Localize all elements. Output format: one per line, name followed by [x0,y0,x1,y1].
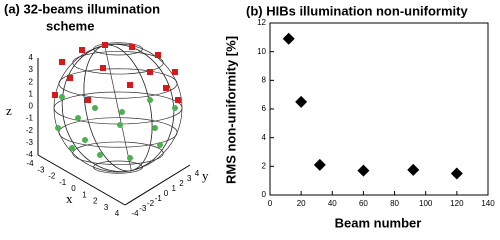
y-tick-label: 12 [257,18,266,27]
beam-green [147,97,153,103]
axis-line [124,164,191,206]
y-tick-label: 4 [195,169,200,178]
beam-green [69,145,75,151]
beam-red [59,59,65,65]
x-tick-label: 80 [390,199,399,208]
axis-line [37,154,126,206]
point [313,158,326,171]
beam-red [172,69,178,75]
point [407,163,420,176]
z-tick-label: -3 [26,138,34,147]
beam-green [127,155,133,161]
z-tick-label: -1 [26,114,34,123]
axis-label: y [202,168,209,183]
y-tick-label: -1 [155,194,163,203]
z-tick-label: 3 [29,65,34,74]
beam-green [97,152,103,158]
beam-red [52,92,58,98]
x-tick-label: 2 [93,197,98,206]
x-tick-label: 60 [359,199,368,208]
y-tick-label: 0 [164,189,169,198]
x-tick-label: 20 [297,199,306,208]
beam-red [147,69,153,75]
y-tick-label: -4 [131,209,139,218]
y-tick-label: 2 [262,161,267,170]
latitude [72,141,164,165]
y-tick-label: 4 [262,133,267,142]
beam-red [102,42,108,48]
z-tick-label: -2 [26,126,34,135]
x-tick-label: -1 [59,178,67,187]
y-tick-label: 6 [262,104,267,113]
beam-green [82,137,88,143]
point [282,32,295,45]
z-tick-label: 0 [29,102,34,111]
panel-a-title: (a) 32-beams illumination [4,1,160,16]
y-tick-label: 2 [179,179,184,188]
chart-title: (b) HIBs illumination non-uniformity [246,3,468,18]
point [450,167,463,180]
beam-green [157,142,163,148]
beam-red [67,75,73,81]
y-tick-label: -3 [139,204,147,213]
z-tick-label: 4 [29,53,34,62]
beam-green [75,115,81,121]
meridian [105,45,132,170]
beam-green [92,105,98,111]
beam-red [85,97,91,103]
latitude [58,68,178,99]
x-tick-label: 0 [71,184,76,193]
y-tick-label: 0 [262,190,267,199]
sphere-wireframe [53,42,183,174]
beam-red [129,44,135,50]
beam-green [55,125,61,131]
beam-red [163,85,169,91]
x-tick-label: -2 [48,172,56,181]
y-tick-label: 10 [257,47,266,56]
beam-green [59,94,65,100]
x-axis-label: Beam number [335,215,422,230]
x-tick-label: 100 [419,199,433,208]
beam-green [172,105,178,111]
latitude [72,51,164,75]
x-tick-label: 3 [104,203,109,212]
x-tick-label: 140 [481,199,495,208]
beam-red [79,47,85,53]
y-tick-label: 3 [187,174,192,183]
axis-label: x [66,191,73,206]
z-tick-label: -4 [26,150,34,159]
beam-red [175,97,181,103]
y-tick-label: -2 [147,199,155,208]
point [357,164,370,177]
beam-green [152,125,158,131]
beam-red [100,65,106,71]
y-axis-label: RMS non-uniformity [%] [223,36,238,184]
y-tick-label: 1 [172,184,177,193]
beam-green [119,109,125,115]
x-tick-label: 1 [82,190,87,199]
x-tick-label: -4 [26,159,34,168]
axis-label: z [6,103,12,118]
x-tick-label: 120 [450,199,464,208]
x-tick-label: 40 [328,199,337,208]
z-tick-label: 1 [29,89,34,98]
beam-red [127,82,133,88]
x-tick-label: 0 [268,199,273,208]
panel-a-title: scheme [46,18,94,33]
latitude [58,117,178,148]
x-tick-label: 4 [115,209,120,218]
point [295,95,308,108]
y-tick-label: 8 [262,75,267,84]
beam-red [155,52,161,58]
x-tick-label: -3 [37,165,45,174]
z-tick-label: 2 [29,77,34,86]
beam-green [117,122,123,128]
